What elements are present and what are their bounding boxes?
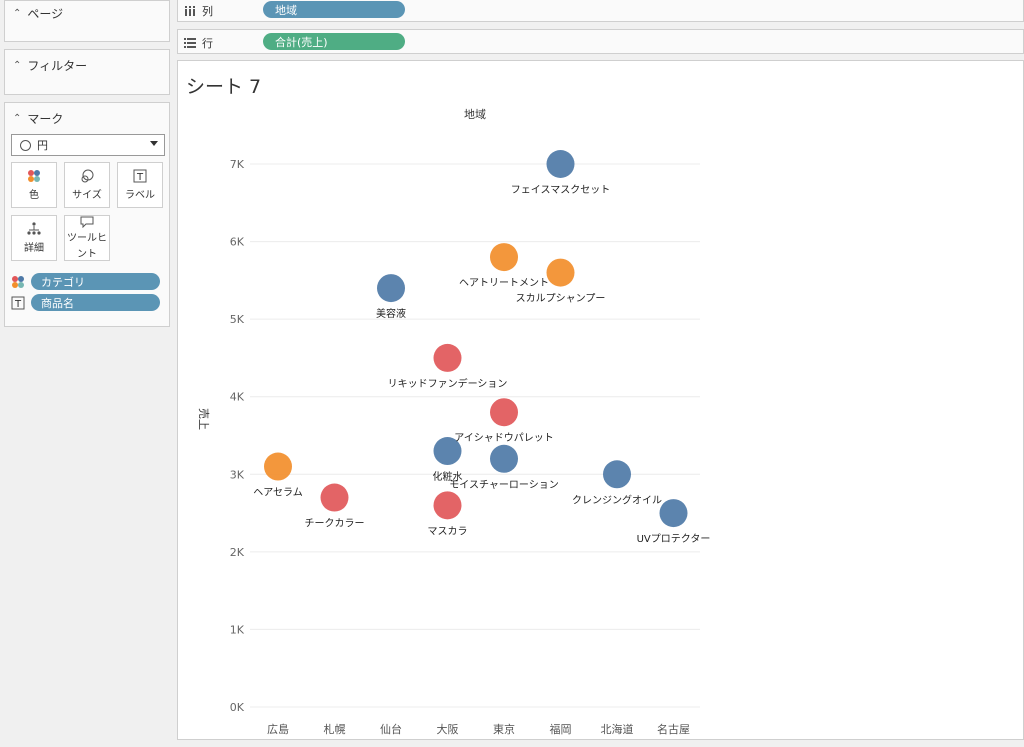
data-label: アイシャドウパレット	[454, 432, 554, 444]
x-tick-label: 大阪	[437, 722, 459, 736]
data-point	[264, 452, 292, 481]
svg-text:T: T	[136, 172, 144, 183]
data-label: マスカラ	[428, 525, 468, 537]
x-tick-label: 札幌	[324, 722, 346, 736]
x-tick-label: 福岡	[550, 722, 572, 736]
data-label: モイスチャーローション	[449, 479, 558, 491]
data-label: チークカラー	[305, 518, 365, 530]
label-button[interactable]: T ラベル	[117, 162, 163, 208]
x-tick-label: 仙台	[380, 722, 402, 736]
tooltip-button-label-2: ント	[77, 249, 97, 260]
color-field-pill[interactable]: カテゴリ	[31, 273, 160, 290]
rows-icon	[184, 38, 196, 48]
label-field-row: T 商品名	[11, 294, 160, 311]
rows-pill-sales[interactable]: 合計(売上)	[263, 33, 405, 50]
pages-header[interactable]: ⌃ ページ	[13, 5, 63, 22]
x-tick-label: 広島	[267, 722, 289, 736]
y-tick-label: 0K	[230, 701, 245, 714]
speech-bubble-icon	[80, 216, 94, 228]
data-point	[490, 444, 518, 473]
data-point	[320, 483, 349, 512]
pages-label: ページ	[27, 7, 64, 21]
data-point	[659, 499, 688, 528]
color-palette-icon	[12, 275, 24, 288]
data-label: ヘアトリートメント	[459, 278, 549, 289]
data-point	[433, 491, 462, 520]
mark-type-value: 円	[37, 139, 48, 152]
data-point	[490, 243, 518, 272]
columns-label: 列	[202, 5, 213, 18]
data-label: ヘアセラム	[253, 487, 303, 499]
filters-card: ⌃ フィルター	[4, 49, 170, 95]
mark-type-select[interactable]: 円	[11, 134, 165, 156]
filters-label: フィルター	[27, 59, 88, 73]
rows-shelf-label: 行	[184, 35, 213, 51]
color-palette-icon	[28, 170, 40, 182]
tooltip-button-label-1: ツールヒ	[67, 233, 107, 244]
size-icon	[81, 169, 94, 183]
dropdown-caret-icon	[150, 141, 158, 146]
chart-area: シート 7 地域 0K 1K 2K 3K 4K 5K 6K 7K 売上広島 札幌 仙台 大阪 東京 福岡 北海…	[177, 60, 1024, 740]
data-label: クレンジングオイル	[572, 493, 662, 506]
data-label: リキッドファンデーション	[388, 377, 508, 390]
x-tick-label: 東京	[493, 722, 515, 736]
data-point	[490, 398, 518, 427]
data-point	[433, 343, 462, 372]
sidebar: ⌃ ページ ⌃ フィルター ⌃ マーク 円 色	[0, 0, 176, 747]
data-label: フェイスマスクセット	[511, 184, 610, 196]
text-label-icon: T	[133, 169, 147, 183]
y-tick-label: 2K	[230, 546, 245, 559]
size-button[interactable]: サイズ	[64, 162, 110, 208]
color-field-row: カテゴリ	[11, 273, 160, 290]
y-tick-label: 3K	[230, 468, 245, 481]
detail-button-label: 詳細	[24, 243, 44, 254]
tooltip-button[interactable]: ツールヒ ント	[64, 215, 110, 261]
rows-label: 行	[202, 37, 213, 50]
detail-button[interactable]: 詳細	[11, 215, 57, 261]
svg-text:T: T	[14, 299, 22, 310]
chevron-up-icon[interactable]: ⌃	[13, 113, 22, 124]
y-tick-label: 1K	[230, 623, 245, 636]
columns-pill-region[interactable]: 地域	[263, 1, 405, 18]
columns-icon	[185, 6, 195, 16]
y-tick-label: 6K	[230, 236, 245, 249]
chevron-up-icon[interactable]: ⌃	[13, 60, 22, 71]
y-tick-label: 7K	[230, 158, 245, 171]
filters-header[interactable]: ⌃ フィルター	[13, 57, 87, 74]
label-field-pill[interactable]: 商品名	[31, 294, 160, 311]
rows-shelf: 行 合計(売上)	[177, 29, 1024, 54]
hierarchy-icon	[27, 222, 41, 235]
pages-card: ⌃ ページ	[4, 0, 170, 42]
data-point	[603, 460, 631, 489]
x-header-label: 地域	[464, 108, 486, 121]
data-point	[377, 274, 405, 303]
color-button-label: 色	[29, 190, 39, 201]
y-tick-label: 5K	[230, 313, 245, 326]
y-tick-label: 4K	[230, 391, 245, 404]
sheet-title: シート 7	[186, 76, 262, 98]
size-button-label: サイズ	[72, 190, 102, 201]
columns-shelf-label: 列	[184, 3, 213, 19]
marks-header[interactable]: ⌃ マーク	[13, 110, 63, 127]
chevron-up-icon[interactable]: ⌃	[13, 8, 22, 19]
data-point	[546, 150, 575, 178]
data-label: 化粧水	[433, 470, 463, 483]
circle-icon	[20, 139, 31, 151]
data-label: UVプロテクター	[637, 533, 711, 545]
marks-label: マーク	[27, 112, 64, 126]
color-button[interactable]: 色	[11, 162, 57, 208]
data-point	[546, 258, 575, 287]
label-button-label: ラベル	[125, 190, 155, 201]
y-axis-title: 売上	[197, 408, 210, 430]
x-tick-label: 名古屋	[657, 722, 690, 736]
data-label: スカルプシャンプー	[516, 293, 606, 305]
columns-shelf: 列 地域	[177, 0, 1024, 22]
data-point	[433, 437, 462, 466]
marks-card: ⌃ マーク 円 色 サイズ T ラベル	[4, 102, 170, 327]
x-tick-label: 北海道	[601, 722, 634, 736]
data-label: 美容液	[376, 307, 406, 320]
text-label-icon: T	[11, 296, 25, 310]
